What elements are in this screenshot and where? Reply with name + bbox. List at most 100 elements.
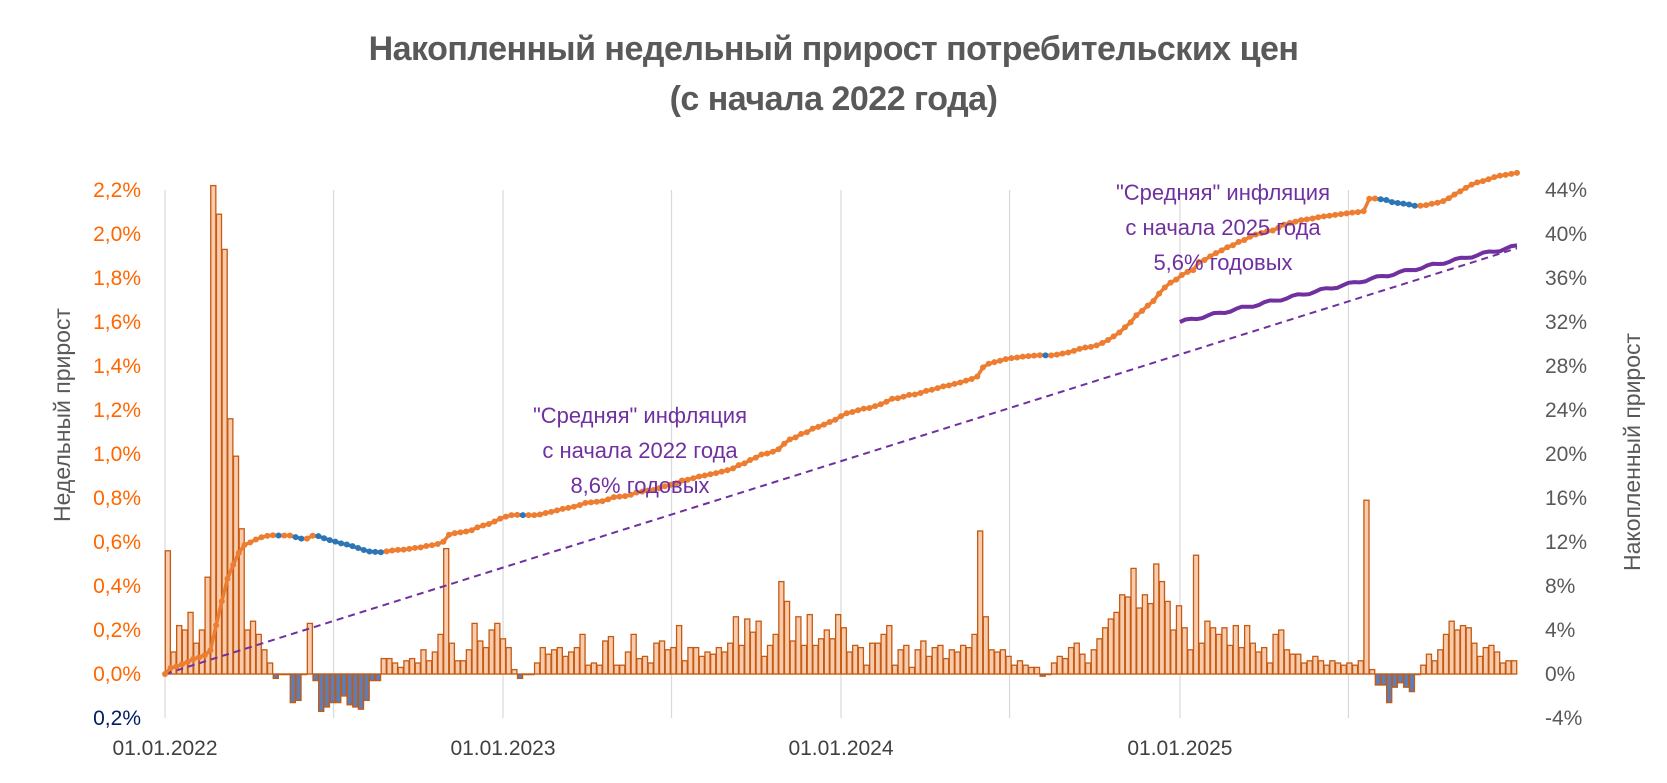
- bar: [295, 673, 302, 702]
- bar: [829, 638, 836, 675]
- bar: [914, 649, 921, 675]
- bar: [869, 642, 876, 675]
- bar: [976, 530, 984, 675]
- bar: [556, 646, 563, 675]
- cumulative-point: [889, 395, 896, 402]
- chart-title-line1: Накопленный недельный прирост потребител…: [368, 30, 1299, 68]
- cumulative-point: [514, 511, 521, 518]
- bar: [1181, 627, 1188, 675]
- bar: [352, 673, 359, 708]
- cumulative-point: [315, 533, 322, 540]
- cumulative-point: [349, 543, 356, 550]
- cumulative-point: [781, 440, 788, 447]
- bar: [170, 651, 177, 675]
- bar: [227, 418, 234, 675]
- bar: [567, 651, 575, 675]
- bar: [516, 673, 524, 680]
- cumulative-point: [1144, 302, 1151, 309]
- bar: [1414, 673, 1421, 676]
- cumulative-point: [281, 532, 288, 539]
- cumulative-point: [968, 375, 975, 382]
- cumulative-point: [1286, 220, 1293, 226]
- bar: [704, 651, 711, 675]
- cumulative-point: [917, 389, 924, 396]
- bar: [772, 633, 779, 675]
- cumulative-point: [1445, 195, 1452, 202]
- annotation-line: 5,6% годовых: [1153, 250, 1292, 275]
- cumulative-point: [1315, 214, 1322, 221]
- cumulative-point: [605, 496, 612, 503]
- right-axis-title: Накопленный прирост: [1619, 333, 1645, 572]
- bar: [380, 657, 387, 675]
- bar: [1295, 653, 1302, 675]
- bar: [289, 673, 297, 704]
- cumulative-point: [616, 493, 623, 500]
- bar: [1101, 627, 1109, 675]
- bar: [329, 673, 336, 704]
- cumulative-point: [752, 454, 759, 461]
- bar: [1420, 664, 1427, 675]
- bar: [817, 638, 825, 675]
- cumulative-point: [525, 512, 532, 519]
- bar: [823, 629, 830, 675]
- cumulative-point: [343, 541, 350, 548]
- bar: [1249, 642, 1257, 675]
- bar: [443, 547, 450, 675]
- bar: [1226, 644, 1234, 675]
- bar: [1437, 649, 1444, 675]
- cumulative-point: [832, 416, 839, 423]
- cumulative-point: [497, 515, 504, 522]
- bar: [1431, 660, 1438, 675]
- bar: [766, 644, 774, 675]
- cumulative-point: [775, 446, 782, 453]
- cumulative-point: [1076, 345, 1083, 352]
- bar: [920, 640, 927, 675]
- cumulative-point: [1389, 199, 1396, 206]
- cumulative-point: [1479, 178, 1486, 185]
- cumulative-point: [247, 539, 254, 546]
- bar: [1488, 644, 1495, 675]
- cumulative-point: [928, 386, 935, 393]
- cumulative-point: [1212, 250, 1219, 257]
- cumulative-point: [298, 535, 305, 542]
- cumulative-point: [1337, 211, 1344, 218]
- bar: [1136, 607, 1143, 675]
- cumulative-point: [269, 532, 276, 539]
- cumulative-point: [167, 664, 174, 671]
- right-tick-label: 44%: [1545, 179, 1587, 202]
- axis-ticks: 0,2% 0,0% 0,2% 0,4% 0,6% 0,8% 1,0% 1,2% 1,4% 1,6%…: [93, 179, 1587, 760]
- cumulative-point: [1002, 356, 1009, 363]
- right-tick-label: -4%: [1545, 707, 1582, 730]
- bar: [698, 655, 706, 675]
- cumulative-point: [849, 408, 856, 415]
- bar: [340, 673, 348, 697]
- bar: [874, 642, 882, 675]
- cumulative-point: [644, 487, 651, 494]
- bar: [471, 622, 478, 675]
- bar: [1113, 611, 1120, 675]
- bar: [1465, 627, 1472, 675]
- cumulative-point: [372, 548, 379, 555]
- bar: [624, 651, 632, 675]
- bar: [834, 613, 842, 675]
- cumulative-point: [531, 512, 538, 519]
- cumulative-point: [701, 472, 708, 479]
- cumulative-point: [1451, 191, 1458, 198]
- cumulative-point: [241, 541, 248, 548]
- cumulative-point: [1491, 174, 1498, 181]
- bar: [1130, 567, 1137, 675]
- bar: [942, 657, 950, 675]
- bar: [386, 657, 393, 675]
- bar: [562, 655, 569, 675]
- cumulative-point: [1099, 340, 1106, 347]
- bar: [1334, 662, 1342, 675]
- cumulative-lines: [162, 169, 1520, 677]
- cumulative-point: [735, 462, 742, 469]
- cumulative-point: [207, 647, 214, 654]
- bar: [687, 646, 694, 675]
- cumulative-point: [798, 430, 805, 437]
- cumulative-point: [1150, 297, 1157, 304]
- bar: [619, 664, 626, 675]
- cumulative-point: [1224, 244, 1231, 251]
- bar: [1442, 633, 1450, 675]
